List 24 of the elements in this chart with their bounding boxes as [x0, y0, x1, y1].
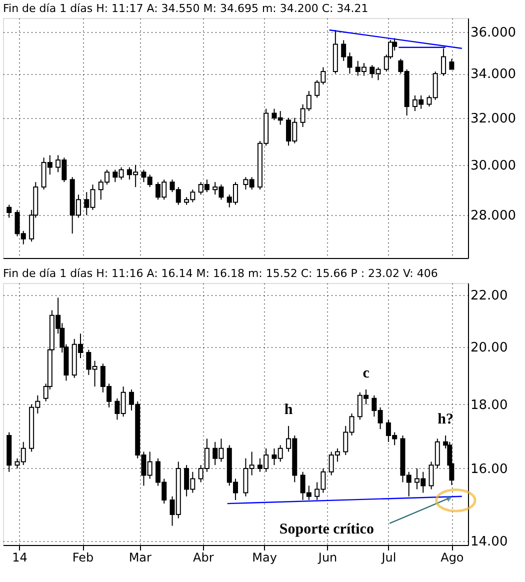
y-tick-label: 16.00: [470, 462, 508, 477]
chart-title: Fin de día 1 días H: 11:16 A: 16.14 M: 16.18 m: 15.52 C: 15.66 P : 23.02 V: 406: [3, 267, 438, 280]
x-tick-label: Feb: [72, 550, 94, 564]
annotation: c: [362, 365, 370, 382]
annotation: h?: [438, 411, 454, 428]
y-tick-label: 32.000: [470, 111, 516, 126]
y-tick-label: 14.00: [470, 534, 508, 550]
x-tick-label: Jul: [380, 550, 396, 564]
x-tick-label: Abr: [192, 550, 214, 564]
y-tick-label: 30.000: [470, 158, 516, 174]
y-tick-label: 18.00: [470, 398, 508, 413]
x-tick-label: Jun: [317, 550, 338, 564]
y-tick-label: 28.000: [470, 208, 516, 224]
x-tick-label: Mar: [128, 550, 152, 564]
annotation: h: [284, 402, 294, 418]
y-tick-label: 20.00: [470, 340, 508, 356]
x-tick-label: 14: [12, 550, 28, 564]
chart-title: Fin de día 1 días H: 11:17 A: 34.550 M: 34.695 m: 34.200 C: 34.21: [3, 2, 368, 15]
y-tick-label: 22.00: [470, 288, 508, 304]
y-tick-label: 34.000: [470, 67, 516, 82]
x-tick-label: Ago: [440, 550, 464, 564]
y-tick-label: 36.000: [470, 26, 516, 41]
x-tick-label: May: [252, 550, 277, 564]
annotation: Soporte crítico: [279, 521, 374, 538]
